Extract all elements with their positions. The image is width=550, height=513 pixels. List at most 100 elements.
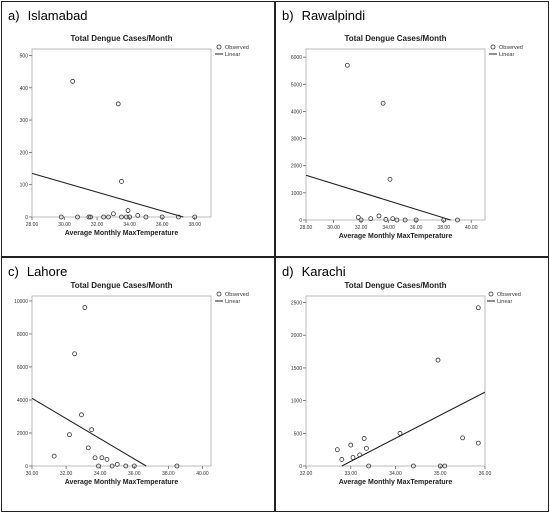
y-tick-label: 0 [299, 464, 302, 470]
observed-point [339, 457, 345, 462]
observed-point [104, 456, 110, 462]
observed-point [192, 214, 198, 220]
observed-point [159, 214, 165, 220]
legend-linear-label: Linear [225, 52, 240, 58]
x-tick-label: 34.00 [389, 471, 402, 477]
x-tick-label: 28.00 [300, 225, 313, 231]
observed-point [366, 463, 372, 469]
y-tick-label: 100 [20, 183, 29, 189]
city-name: Lahore [26, 264, 68, 279]
x-tick-label: 30.00 [327, 225, 340, 231]
panel-rawalpindi: b) Rawalpindi Total Dengue Cases/Month 0 10… [275, 1, 549, 257]
y-tick-label: 2500 [291, 301, 302, 307]
observed-point [135, 212, 141, 218]
y-tick-label: 500 [20, 53, 29, 59]
observed-point [119, 179, 124, 184]
x-tick-label: 40.00 [465, 225, 478, 231]
observed-point [86, 214, 92, 220]
x-tick-label: 36.00 [479, 471, 492, 477]
y-tick-label: 500 [294, 431, 303, 437]
linear-fit-line [341, 391, 486, 467]
observed-point [110, 211, 116, 217]
observed-point [441, 217, 447, 223]
observed-point [368, 216, 374, 222]
x-tick-label: 36.00 [410, 225, 423, 231]
x-tick-label: 38.00 [437, 225, 450, 231]
observed-point [460, 435, 466, 441]
panel-letter: d) [282, 264, 294, 279]
scatter-plot-lahore: Total Dengue Cases/Month 0 2000 4000 6000 800… [14, 281, 249, 486]
legend-observed-label: Observed [225, 45, 249, 51]
observed-point [435, 357, 441, 363]
y-tick-label: 0 [299, 218, 302, 224]
observed-point [344, 62, 350, 68]
observed-point [75, 214, 80, 220]
observed-point [123, 463, 129, 469]
panel-islamabad: a) Islamabad Total Dengue Cases/Month 0 100… [1, 1, 275, 257]
x-axis-label: Average Monthly MaxTemperature [65, 479, 179, 486]
linear-fit-line [31, 397, 147, 467]
observed-point [437, 463, 443, 469]
y-tick-label: 200 [20, 150, 29, 156]
x-tick-label: 34.00 [94, 471, 107, 477]
legend-observed-marker [216, 291, 222, 297]
linear-fit-line [31, 172, 184, 218]
observed-point [92, 455, 98, 461]
observed-point [131, 463, 137, 469]
y-tick-label: 0 [25, 464, 28, 470]
x-tick-label: 32.00 [355, 225, 368, 231]
observed-point [58, 214, 64, 220]
observed-point [72, 351, 78, 357]
y-tick-label: 3000 [291, 137, 302, 143]
panel-label: d) Karachi [282, 264, 346, 279]
panel-letter: c) [8, 264, 19, 279]
observed-point [442, 463, 448, 469]
observed-point [96, 463, 101, 469]
legend-observed-marker [488, 291, 494, 297]
observed-point [350, 455, 356, 460]
x-tick-label: 30.00 [26, 471, 39, 477]
observed-point [125, 208, 131, 213]
panel-lahore: c) Lahore Total Dengue Cases/Month 0 2000 40… [1, 257, 275, 512]
observed-point [410, 463, 416, 469]
x-tick-label: 28.00 [26, 222, 39, 228]
x-tick-label: 32.00 [91, 222, 104, 228]
observed-point [89, 427, 95, 433]
x-tick-label: 33.00 [344, 471, 357, 477]
y-tick-label: 2000 [291, 164, 302, 170]
y-tick-label: 6000 [17, 365, 28, 371]
observed-point [334, 447, 340, 453]
observed-point [380, 100, 386, 106]
observed-point [101, 214, 106, 220]
y-tick-label: 2000 [291, 333, 302, 339]
observed-point [123, 214, 129, 220]
observed-point [397, 430, 403, 436]
y-tick-label: 400 [20, 86, 29, 92]
observed-point [387, 176, 393, 182]
x-tick-label: 35.00 [434, 471, 447, 477]
y-tick-label: 4000 [17, 398, 28, 404]
y-tick-label: 4000 [291, 109, 302, 115]
observed-point [88, 214, 93, 220]
legend-observed-label: Observed [499, 45, 523, 51]
chart-title: Total Dengue Cases/Month [70, 281, 172, 290]
scatter-plot-islamabad: Total Dengue Cases/Month 0 100 200 300 400 500… [20, 34, 249, 237]
plot-frame [31, 295, 212, 467]
y-tick-label: 10000 [14, 299, 28, 305]
observed-point [376, 213, 382, 219]
observed-point [455, 217, 460, 223]
y-tick-label: 1500 [291, 366, 302, 372]
y-tick-label: 2000 [17, 431, 28, 437]
scatter-plot-rawalpindi: Total Dengue Cases/Month 0 1000 2000 3000 400… [291, 34, 523, 240]
observed-point [355, 214, 361, 220]
observed-point [176, 214, 181, 220]
observed-point [475, 440, 481, 446]
observed-point [348, 442, 354, 448]
observed-point [364, 445, 369, 451]
observed-point [115, 101, 121, 107]
city-name: Islamabad [27, 8, 88, 23]
x-axis-label: Average Monthly MaxTemperature [339, 479, 453, 486]
panel-label: a) Islamabad [8, 8, 88, 23]
legend-observed-label: Observed [497, 292, 521, 298]
